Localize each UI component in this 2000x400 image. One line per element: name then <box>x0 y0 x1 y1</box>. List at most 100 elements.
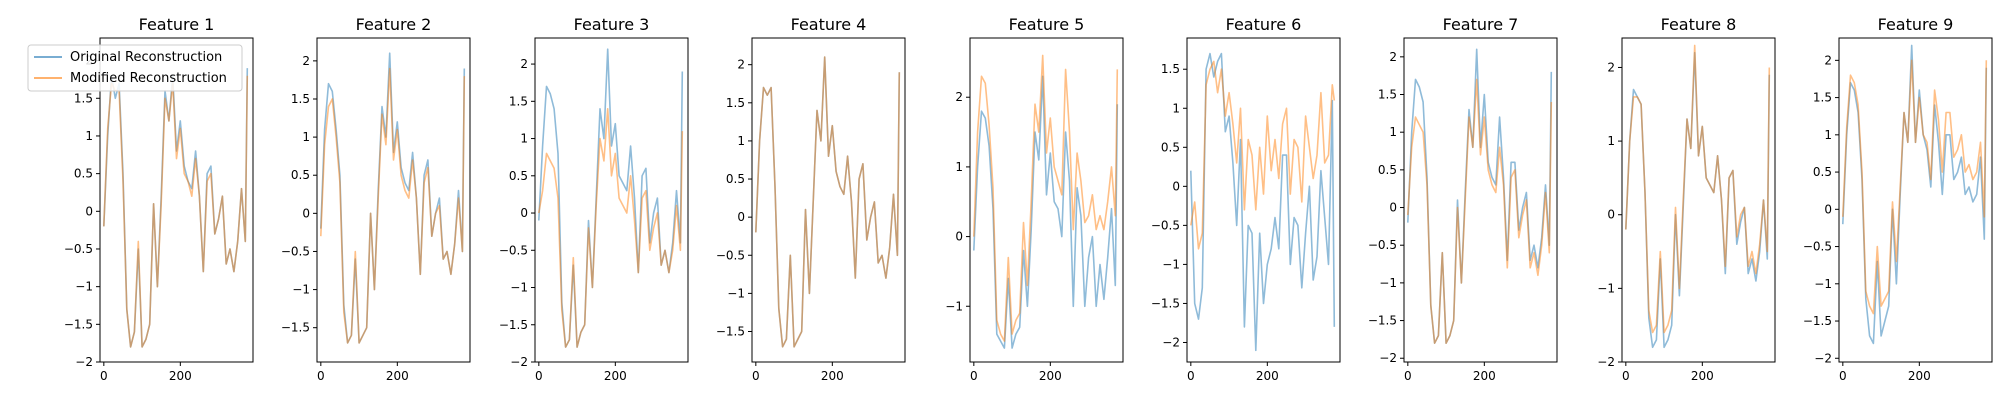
subplot-7: Feature 7 −2 −1.5 −1 −0.5 0 0.5 1 1.5 2 0 200 <box>1368 15 1558 383</box>
axes-frame <box>534 37 689 363</box>
x-tick-label: 0 <box>535 369 543 383</box>
subplot-8: Feature 8 −2 −1 0 1 2 0 200 <box>1597 15 1776 383</box>
subplot-2: Feature 2 −1.5 −1 −0.5 0 0.5 1 1.5 2 0 200 <box>281 15 471 383</box>
modified-reconstruction-line <box>1625 44 1771 334</box>
x-tick-label: 200 <box>1908 369 1931 383</box>
y-tick-label: −0.5 <box>1368 238 1397 252</box>
subplot-title: Feature 3 <box>574 15 650 34</box>
axes-frame <box>1621 37 1776 363</box>
axes-frame <box>1403 37 1558 363</box>
y-tick-label: 2 <box>955 90 963 104</box>
y-tick-label: −2 <box>1814 351 1832 365</box>
x-tick-label: 0 <box>1187 369 1195 383</box>
subplot-9: Feature 9 −2 −1.5 −1 −0.5 0 0.5 1 1.5 2 0 200 <box>1803 15 1993 383</box>
y-tick-label: −1.5 <box>1803 314 1832 328</box>
legend: Original Reconstruction Modified Reconstr… <box>27 44 243 92</box>
y-tick-label: 0 <box>520 206 528 220</box>
y-tick-label: −0.5 <box>281 244 310 258</box>
x-tick-label: 0 <box>317 369 325 383</box>
y-tick-label: −1 <box>510 281 528 295</box>
series-group <box>103 68 249 348</box>
y-tick-label: −1 <box>1597 281 1615 295</box>
y-tick-label: 1 <box>1172 101 1180 115</box>
y-tick-label: 2 <box>1389 50 1397 64</box>
y-tick-label: 0.5 <box>726 172 745 186</box>
y-tick-label: 1 <box>955 160 963 174</box>
modified-reconstruction-line <box>320 67 466 344</box>
y-tick-label: 1.5 <box>74 91 93 105</box>
x-tick-label: 200 <box>169 369 192 383</box>
series-group <box>1625 44 1771 349</box>
y-tick-label: 2 <box>302 54 310 68</box>
y-tick-label: −1 <box>292 283 310 297</box>
subplot-5: Feature 5 −1 0 1 2 0 200 <box>945 15 1124 383</box>
modified-reconstruction-line <box>1190 60 1336 250</box>
y-tick-label: 0.5 <box>291 168 310 182</box>
y-tick-label: 1.5 <box>1378 88 1397 102</box>
subplot-title: Feature 7 <box>1443 15 1519 34</box>
y-tick-label: 0 <box>955 230 963 244</box>
y-tick-label: 0 <box>1607 208 1615 222</box>
original-reconstruction-line <box>1842 44 1988 345</box>
y-tick-label: 0.5 <box>74 167 93 181</box>
y-tick-label: 0 <box>1824 202 1832 216</box>
original-reconstruction-line <box>1407 48 1553 345</box>
original-reconstruction-line <box>538 48 684 348</box>
series-group <box>1842 44 1988 345</box>
axes-frame <box>99 37 254 363</box>
x-tick-label: 0 <box>752 369 760 383</box>
y-tick-label: −0.5 <box>499 243 528 257</box>
series-group <box>1407 48 1553 345</box>
legend-label: Modified Reconstruction <box>70 71 227 86</box>
y-tick-label: 0 <box>1172 179 1180 193</box>
y-tick-label: 1.5 <box>1161 62 1180 76</box>
axes-frame <box>316 37 471 363</box>
y-tick-label: 0.5 <box>1161 140 1180 154</box>
modified-reconstruction-line <box>1842 59 1988 315</box>
legend-box <box>27 44 243 92</box>
x-tick-label: 0 <box>1404 369 1412 383</box>
modified-reconstruction-line <box>1407 78 1553 345</box>
y-tick-label: −1 <box>1162 257 1180 271</box>
subplot-title: Feature 1 <box>139 15 215 34</box>
subplot-title: Feature 6 <box>1226 15 1302 34</box>
y-tick-label: −2 <box>1597 355 1615 369</box>
y-tick-label: 2 <box>520 57 528 71</box>
x-tick-label: 0 <box>970 369 978 383</box>
y-tick-label: 1 <box>737 134 745 148</box>
y-tick-label: −0.5 <box>1151 218 1180 232</box>
modified-reconstruction-line <box>755 56 901 348</box>
y-tick-label: −1.5 <box>1368 314 1397 328</box>
y-tick-label: 1 <box>85 129 93 143</box>
subplot-title: Feature 4 <box>791 15 867 34</box>
y-tick-label: −0.5 <box>1803 240 1832 254</box>
y-tick-label: −2 <box>75 355 93 369</box>
y-tick-label: 2 <box>1824 53 1832 67</box>
modified-reconstruction-line <box>103 75 249 348</box>
x-tick-label: 200 <box>604 369 627 383</box>
subplot-3: Feature 3 −2 −1.5 −1 −0.5 0 0.5 1 1.5 2 0 200 <box>499 15 689 383</box>
x-tick-label: 200 <box>1691 369 1714 383</box>
y-tick-label: 1 <box>302 130 310 144</box>
original-reconstruction-line <box>755 56 901 348</box>
y-tick-label: −0.5 <box>716 248 745 262</box>
axes-frame <box>1838 37 1993 363</box>
x-tick-label: 0 <box>100 369 108 383</box>
y-tick-label: −1 <box>727 286 745 300</box>
modified-reconstruction-line <box>538 108 684 348</box>
y-tick-label: −1 <box>1379 276 1397 290</box>
y-tick-label: 0 <box>1389 201 1397 215</box>
y-tick-label: 1 <box>1824 128 1832 142</box>
original-reconstruction-line <box>973 75 1119 349</box>
y-tick-label: 1.5 <box>726 96 745 110</box>
y-tick-label: 0 <box>302 206 310 220</box>
y-tick-label: −2 <box>1162 335 1180 349</box>
x-tick-label: 0 <box>1622 369 1630 383</box>
legend-label: Original Reconstruction <box>70 50 222 65</box>
x-tick-label: 200 <box>1256 369 1279 383</box>
y-tick-label: −2 <box>1379 351 1397 365</box>
y-tick-label: 0 <box>737 210 745 224</box>
subplot-4: Feature 4 −1.5 −1 −0.5 0 0.5 1 1.5 2 0 200 <box>716 15 906 383</box>
